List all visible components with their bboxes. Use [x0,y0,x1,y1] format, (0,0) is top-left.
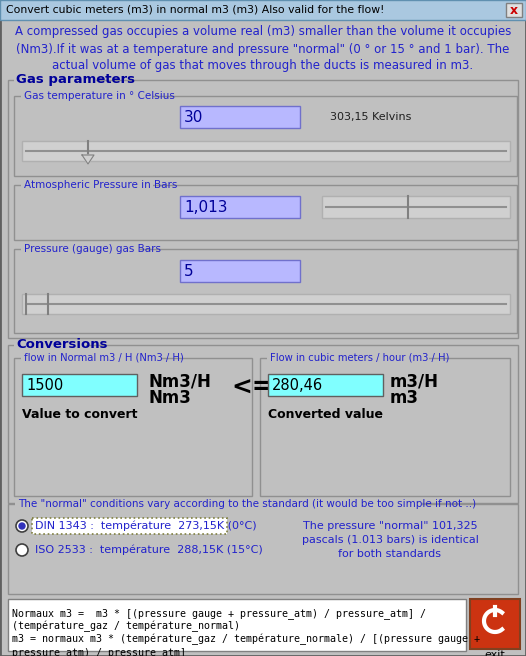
Circle shape [16,544,28,556]
Text: Nm3/H: Nm3/H [148,372,211,390]
Text: actual volume of gas that moves through the ducts is measured in m3.: actual volume of gas that moves through … [53,60,473,73]
Text: for both standards: for both standards [339,549,441,559]
Bar [32,518,227,534]
Text: exit: exit [484,650,505,656]
Bar [470,599,520,649]
Text: Gas temperature in ° Celsius: Gas temperature in ° Celsius [24,91,175,101]
Bar [14,249,517,333]
Bar [180,260,300,282]
Text: 30: 30 [184,110,204,125]
Bar [180,106,300,128]
Text: 303,15 Kelvins: 303,15 Kelvins [330,112,411,122]
Bar [21,181,153,189]
Text: Converted value: Converted value [268,409,383,422]
Text: x: x [510,3,518,16]
Text: Atmospheric Pressure in Bars: Atmospheric Pressure in Bars [24,180,177,190]
Bar [14,185,517,240]
Text: flow in Normal m3 / H (Nm3 / H): flow in Normal m3 / H (Nm3 / H) [24,353,184,363]
Bar [21,245,139,253]
Bar [8,599,466,651]
Text: (Nm3).If it was at a temperature and pressure "normal" (0 ° or 15 ° and 1 bar). : (Nm3).If it was at a temperature and pre… [16,43,510,56]
Bar [14,96,517,176]
Bar [15,500,421,508]
Text: Gas parameters: Gas parameters [16,73,135,87]
Text: The "normal" conditions vary according to the standard (it would be too simple i: The "normal" conditions vary according t… [18,499,476,509]
Polygon shape [82,155,94,164]
Bar [8,504,518,594]
Bar [322,196,510,218]
Text: <=>: <=> [231,376,295,400]
Text: The pressure "normal" 101,325: The pressure "normal" 101,325 [302,521,477,531]
Bar [506,3,522,17]
Bar [0,0,526,20]
Bar [260,358,510,496]
Text: Flow in cubic meters / hour (m3 / H): Flow in cubic meters / hour (m3 / H) [270,353,449,363]
Bar [22,374,137,396]
Text: Convert cubic meters (m3) in normal m3 (m3) Also valid for the flow!: Convert cubic meters (m3) in normal m3 (… [6,5,385,15]
Bar [14,358,252,496]
Bar [180,196,300,218]
Bar [267,354,429,362]
Text: Normaux m3 =  m3 * [(pressure gauge + pressure_atm) / pressure_atm] /: Normaux m3 = m3 * [(pressure gauge + pre… [12,608,426,619]
Text: 1,013: 1,013 [184,199,228,215]
Text: A compressed gas occupies a volume real (m3) smaller than the volume it occupies: A compressed gas occupies a volume real … [15,26,511,39]
Text: m3/H: m3/H [390,372,439,390]
Text: 1500: 1500 [26,377,63,392]
Text: m3 = normaux m3 * (température_gaz / température_normale) / [(pressure gauge +: m3 = normaux m3 * (température_gaz / tem… [12,634,480,646]
Text: Nm3: Nm3 [148,389,191,407]
Text: 280,46: 280,46 [272,377,323,392]
Text: Pressure (gauge) gas Bars: Pressure (gauge) gas Bars [24,244,161,254]
Circle shape [19,523,25,529]
Bar [22,294,510,314]
Text: Value to convert: Value to convert [22,409,137,422]
Bar [14,340,86,350]
Bar [21,92,153,100]
Bar [8,80,518,338]
Text: Conversions: Conversions [16,338,107,352]
Bar [268,374,383,396]
Bar [14,75,96,85]
Text: m3: m3 [390,389,419,407]
Text: pressure_atm) / pressure_atm]: pressure_atm) / pressure_atm] [12,647,186,656]
Text: DIN 1343 :  température  273,15K (0°C): DIN 1343 : température 273,15K (0°C) [35,521,257,531]
Bar [22,141,510,161]
Bar [8,345,518,503]
Bar [21,354,161,362]
Text: ISO 2533 :  température  288,15K (15°C): ISO 2533 : température 288,15K (15°C) [35,544,263,555]
Text: (température_gaz / température_normal): (température_gaz / température_normal) [12,621,240,632]
Circle shape [16,520,28,532]
Text: pascals (1.013 bars) is identical: pascals (1.013 bars) is identical [301,535,479,545]
Text: 5: 5 [184,264,194,279]
